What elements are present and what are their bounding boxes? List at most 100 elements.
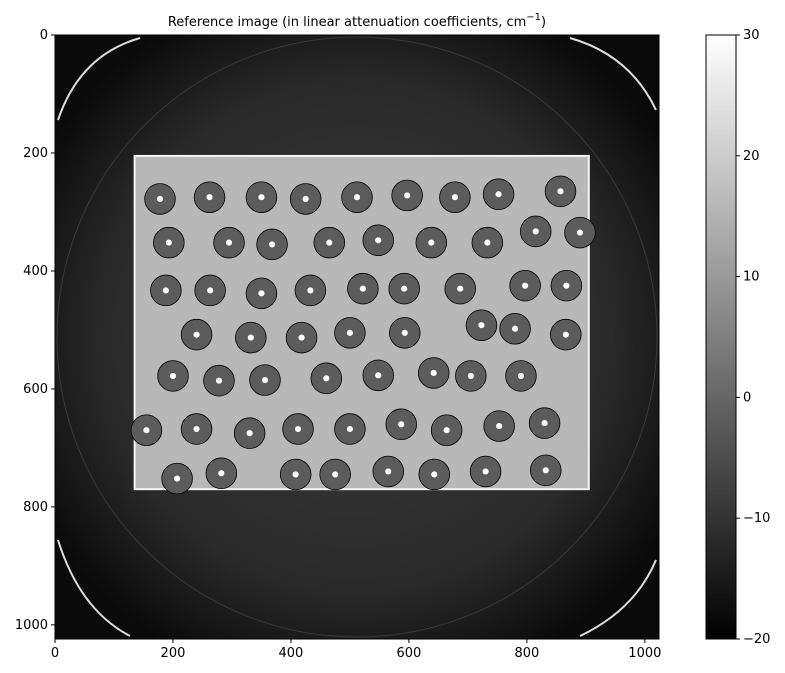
pellet-core bbox=[562, 331, 569, 338]
pellet bbox=[444, 272, 476, 305]
pellet-core bbox=[258, 194, 265, 201]
pellet bbox=[362, 359, 394, 392]
pellet bbox=[550, 269, 583, 302]
pellet-core bbox=[451, 194, 458, 201]
pellet-core bbox=[258, 290, 265, 297]
pellet bbox=[279, 458, 312, 491]
pellet bbox=[465, 309, 498, 341]
x-axis: 0 200 400 600 800 1000 bbox=[51, 639, 661, 661]
pellet bbox=[235, 321, 267, 354]
pellet-core bbox=[430, 369, 437, 377]
pellet-core bbox=[323, 375, 330, 382]
pellet bbox=[519, 215, 552, 248]
pellet bbox=[194, 274, 226, 307]
pellet bbox=[203, 364, 235, 397]
y-axis: 0 200 400 600 800 1000 bbox=[15, 28, 55, 633]
pellet bbox=[455, 360, 487, 392]
pellet bbox=[509, 269, 541, 302]
colorbar-tick-label: 10 bbox=[743, 270, 760, 285]
pellet bbox=[130, 414, 163, 446]
pellet bbox=[249, 364, 281, 396]
pellet bbox=[180, 413, 213, 445]
y-tick-label: 400 bbox=[23, 264, 48, 279]
pellet bbox=[528, 407, 561, 439]
pellet bbox=[213, 226, 245, 259]
pellet bbox=[313, 226, 346, 259]
pellet bbox=[282, 413, 314, 445]
x-tick-label: 1000 bbox=[628, 646, 661, 661]
pellet-core bbox=[207, 287, 214, 294]
pellet-core bbox=[156, 195, 164, 203]
pellet bbox=[289, 183, 322, 215]
pellet-core bbox=[532, 228, 539, 235]
pellet-core bbox=[495, 191, 502, 198]
pellet bbox=[505, 360, 537, 392]
pellet-core bbox=[517, 372, 525, 379]
pellet-core bbox=[484, 239, 491, 246]
pellet-core bbox=[478, 322, 485, 329]
pellet bbox=[334, 317, 366, 349]
pellet bbox=[310, 362, 343, 395]
colorbar-tick-label: 20 bbox=[743, 149, 760, 164]
pellet-core bbox=[404, 192, 411, 199]
pellet bbox=[564, 216, 596, 249]
pellet-core bbox=[576, 229, 584, 236]
pellet bbox=[256, 228, 288, 261]
pellet-core bbox=[359, 285, 366, 292]
pellet-core bbox=[346, 329, 353, 336]
pellet bbox=[550, 318, 582, 351]
pellet bbox=[388, 272, 420, 305]
pellet-core bbox=[428, 239, 435, 246]
pellet bbox=[471, 226, 504, 259]
pellet bbox=[418, 458, 451, 491]
pellet bbox=[347, 272, 379, 305]
pellet bbox=[233, 417, 266, 449]
pellet-core bbox=[482, 468, 489, 475]
pellet bbox=[150, 274, 182, 307]
pellet-core bbox=[401, 329, 408, 336]
colorbar-tick-label: −20 bbox=[743, 632, 770, 647]
pellet bbox=[417, 357, 450, 389]
colorbar-tick-label: −10 bbox=[743, 511, 770, 526]
pellet bbox=[294, 274, 327, 307]
pellet-core bbox=[193, 425, 200, 433]
pellet bbox=[193, 181, 226, 213]
pellet-core bbox=[326, 239, 333, 246]
pellet bbox=[144, 183, 176, 215]
pellet-core bbox=[431, 471, 438, 478]
pellet bbox=[439, 181, 471, 213]
reconstruction-ring bbox=[56, 36, 658, 638]
y-tick-label: 800 bbox=[23, 500, 48, 515]
pellet-core bbox=[457, 285, 464, 292]
pellet-core bbox=[563, 282, 570, 289]
pellet-core bbox=[346, 425, 353, 433]
pellet bbox=[341, 181, 373, 213]
pellet-core bbox=[302, 195, 309, 203]
pellet-core bbox=[292, 471, 299, 478]
x-tick-label: 400 bbox=[279, 646, 304, 661]
x-tick-label: 600 bbox=[396, 646, 421, 661]
pellet bbox=[483, 410, 515, 442]
corner-artifact-tl bbox=[57, 37, 141, 121]
colorbar-tick-label: 0 bbox=[743, 390, 751, 405]
corner-artifact-br bbox=[579, 559, 657, 637]
y-tick-label: 1000 bbox=[15, 618, 48, 633]
pellet-core bbox=[443, 427, 450, 434]
pellet-core bbox=[193, 331, 200, 338]
y-tick-label: 600 bbox=[23, 382, 48, 397]
colorbar bbox=[705, 34, 737, 640]
pellet-core bbox=[268, 241, 276, 248]
pellet-core bbox=[225, 239, 233, 246]
pellet bbox=[205, 457, 238, 489]
pellet-core bbox=[206, 194, 213, 201]
pellet-core bbox=[375, 372, 382, 379]
pellet-core bbox=[247, 334, 254, 341]
corner-artifact-bl bbox=[57, 539, 131, 637]
pellet bbox=[430, 414, 463, 446]
pellet bbox=[499, 313, 531, 345]
pellet-core bbox=[165, 239, 172, 246]
x-tick-label: 0 bbox=[51, 646, 59, 661]
pellet bbox=[180, 318, 213, 351]
pellet bbox=[391, 179, 423, 212]
pellet bbox=[319, 458, 351, 491]
